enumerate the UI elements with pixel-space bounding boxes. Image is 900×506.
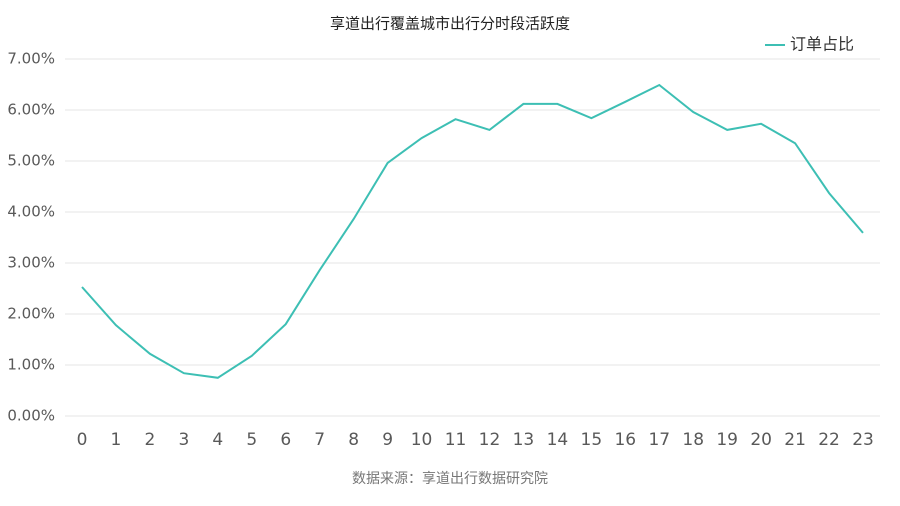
x-tick-label: 3 xyxy=(178,430,189,450)
y-tick-label: 7.00% xyxy=(7,50,55,68)
y-tick-label: 4.00% xyxy=(7,203,55,221)
x-tick-label: 9 xyxy=(382,430,393,450)
x-tick-label: 4 xyxy=(212,430,223,450)
x-tick-label: 12 xyxy=(479,430,501,450)
x-tick-label: 20 xyxy=(750,430,772,450)
y-tick-label: 3.00% xyxy=(7,254,55,272)
x-tick-label: 5 xyxy=(246,430,257,450)
x-tick-label: 13 xyxy=(513,430,535,450)
x-tick-label: 2 xyxy=(144,430,155,450)
x-tick-label: 18 xyxy=(682,430,704,450)
line-series xyxy=(81,83,864,379)
x-tick-label: 8 xyxy=(348,430,359,450)
x-tick-label: 16 xyxy=(614,430,636,450)
x-tick-label: 11 xyxy=(445,430,467,450)
x-tick-label: 0 xyxy=(77,430,88,450)
x-tick-label: 6 xyxy=(280,430,291,450)
x-tick-label: 15 xyxy=(581,430,603,450)
x-tick-label: 1 xyxy=(111,430,122,450)
x-tick-label: 7 xyxy=(314,430,325,450)
source-note: 数据来源：享道出行数据研究院 xyxy=(352,470,548,487)
y-tick-label: 6.00% xyxy=(7,101,55,119)
y-tick-label: 2.00% xyxy=(7,305,55,323)
y-tick-label: 0.00% xyxy=(7,407,55,425)
x-tick-label: 22 xyxy=(818,430,840,450)
chart-title: 享道出行覆盖城市出行分时段活跃度 xyxy=(330,15,570,33)
x-tick-label: 14 xyxy=(547,430,569,450)
x-tick-label: 19 xyxy=(716,430,738,450)
x-tick-label: 17 xyxy=(648,430,670,450)
legend-label: 订单占比 xyxy=(790,35,854,54)
x-tick-label: 21 xyxy=(784,430,806,450)
y-tick-label: 1.00% xyxy=(7,356,55,374)
x-tick-label: 10 xyxy=(411,430,433,450)
x-tick-label: 23 xyxy=(852,430,874,450)
y-tick-label: 5.00% xyxy=(7,152,55,170)
